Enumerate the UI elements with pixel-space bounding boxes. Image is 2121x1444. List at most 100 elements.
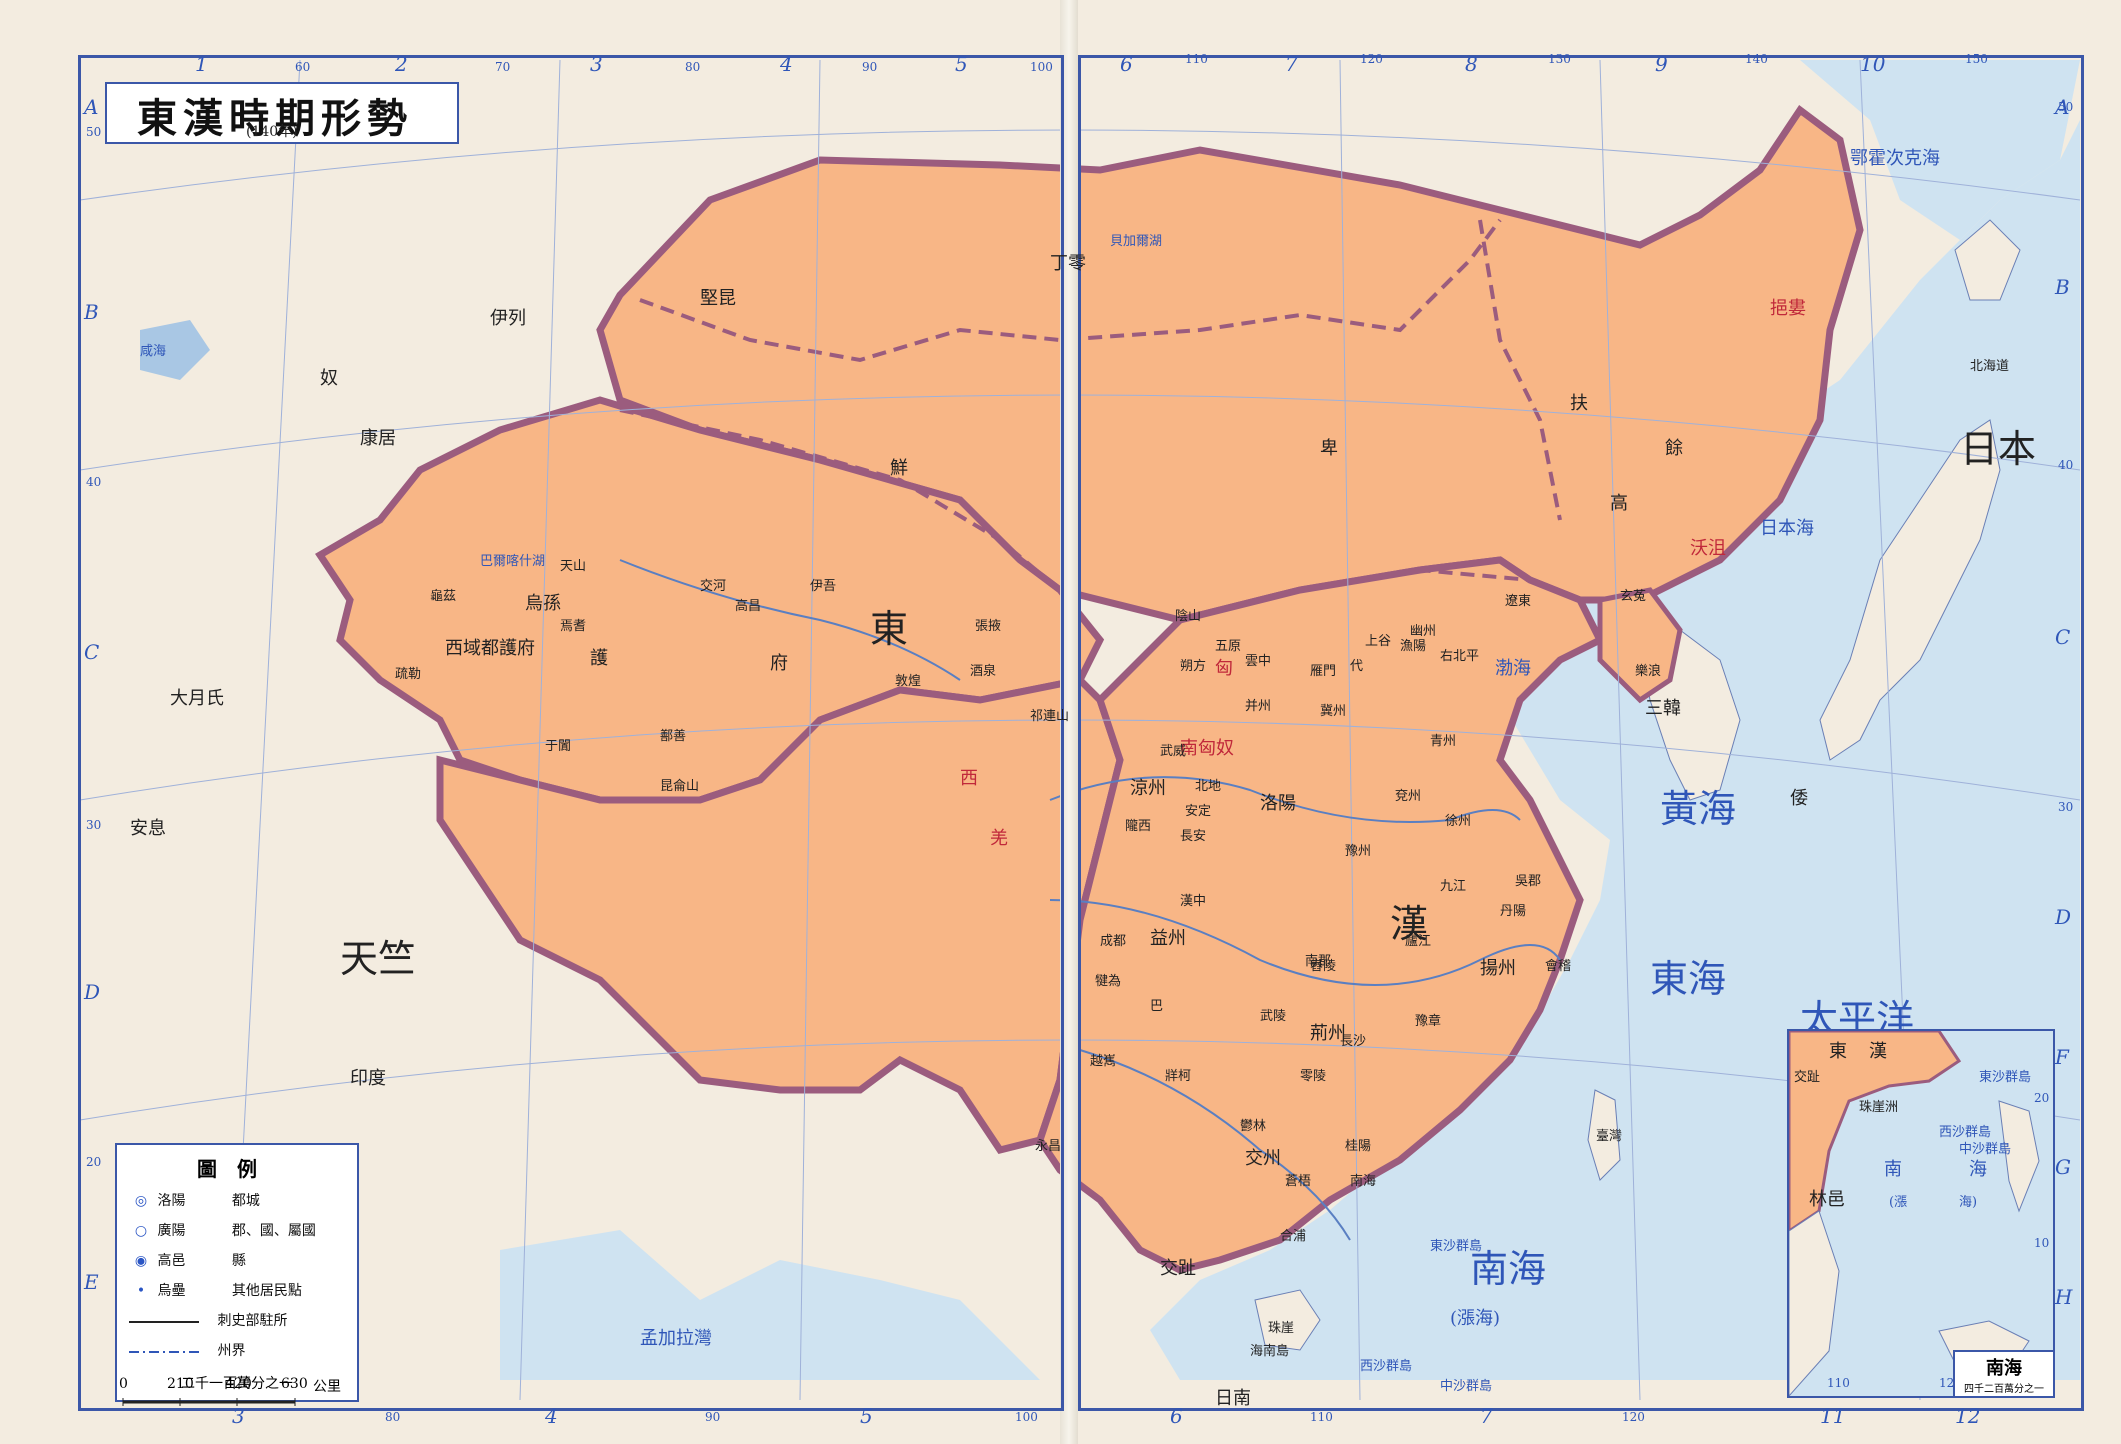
deg-label: 30 <box>2058 800 2074 814</box>
label-yanmen: 雁門 <box>1310 664 1337 679</box>
label-shanshan: 鄯善 <box>660 729 687 744</box>
label-donghai: 東海 <box>1650 957 1727 1001</box>
label-bingzhou: 并州 <box>1245 699 1272 714</box>
deg-label: 50 <box>86 125 102 139</box>
deg-label: 150 <box>1965 52 1988 66</box>
col-label: 6 <box>1120 52 1133 76</box>
label-jizhou: 冀州 <box>1320 704 1347 719</box>
label-qianwei: 犍為 <box>1095 974 1122 989</box>
deg-label: 120 <box>1360 52 1383 66</box>
label-xisha: 西沙群島 <box>1360 1359 1413 1374</box>
capital-symbol-icon: ◎ <box>134 1193 148 1209</box>
col-label: 7 <box>1480 1404 1493 1428</box>
label-liangzhou: 涼州 <box>1130 778 1166 799</box>
label-tianzhu: 天竺 <box>340 937 417 981</box>
label-jingzhou: 荊州 <box>1310 1023 1346 1044</box>
label-jiujiang: 九江 <box>1440 879 1467 894</box>
governor-seat-line-icon <box>129 1313 199 1329</box>
label-xianbei-1: 鮮 <box>890 458 908 479</box>
left-frame <box>78 55 1064 1411</box>
inset-deg: 10 <box>2034 1236 2050 1250</box>
label-wo: 倭 <box>1790 788 1808 809</box>
scale-tick: 210 <box>167 1376 194 1392</box>
label-jiaozhi: 交趾 <box>1160 1258 1196 1279</box>
legend-row: • 烏壘 其他居民點 <box>129 1280 302 1300</box>
label-yuzhang: 豫章 <box>1415 1014 1442 1029</box>
label-chengdu: 成都 <box>1100 934 1127 949</box>
label-dai: 代 <box>1350 659 1364 674</box>
col-label: 7 <box>1285 52 1298 76</box>
row-label: B <box>2055 275 2070 299</box>
label-hepu: 合浦 <box>1280 1229 1307 1244</box>
rivers <box>619 559 1561 1241</box>
label-hu: 護 <box>590 648 608 669</box>
label-nanjun: 南郡 <box>1305 954 1332 969</box>
label-shuofang: 朔方 <box>1180 659 1207 674</box>
label-xiqiang-2: 羌 <box>990 828 1008 849</box>
row-label: F <box>2055 1045 2069 1069</box>
label-fuyu-2: 餘 <box>1665 438 1683 459</box>
label-yinshan: 陰山 <box>1175 609 1202 624</box>
scale-ratio: 二千一百萬分之一 <box>181 1376 293 1392</box>
legend-row: 州界 <box>129 1340 245 1360</box>
label-beidi: 北地 <box>1195 779 1222 794</box>
label-nanxiongnu: 南匈奴 <box>1180 738 1234 759</box>
label-shule: 疏勒 <box>395 667 422 682</box>
inset-label-linyi: 林邑 <box>1809 1189 1845 1210</box>
label-changsha: 長沙 <box>1340 1034 1367 1049</box>
bay-of-bengal <box>500 1230 1040 1380</box>
label-xiongnu-1: 匈 <box>1215 658 1233 679</box>
label-danyang: 丹陽 <box>1500 904 1527 919</box>
inset-label-zhang-hai: 海) <box>1959 1195 1978 1210</box>
label-yilie: 伊列 <box>490 308 526 329</box>
deg-label: 80 <box>385 1410 401 1424</box>
deg-label: 50 <box>2058 100 2074 114</box>
label-liaodong: 遼東 <box>1505 594 1532 609</box>
label-changan: 長安 <box>1180 829 1207 844</box>
col-label: 11 <box>1820 1404 1846 1428</box>
legend-desc: 刺史部駐所 <box>217 1313 288 1329</box>
legend-desc: 縣 <box>231 1253 246 1269</box>
scale-tick: 0 <box>119 1376 128 1392</box>
legend-name: 廣陽 <box>157 1223 186 1239</box>
inset-label-dong: 東 <box>1829 1041 1847 1062</box>
title-box: 東漢時期形勢 <box>105 82 459 144</box>
row-label: A <box>84 95 99 119</box>
label-wujun: 吳郡 <box>1515 874 1542 889</box>
label-woji: 沃沮 <box>1690 538 1726 559</box>
legend-desc: 都城 <box>231 1193 260 1209</box>
label-yulin: 鬱林 <box>1240 1119 1267 1134</box>
deg-label: 100 <box>1015 1410 1038 1424</box>
label-xiyu: 西域都護府 <box>445 638 535 659</box>
deg-label: 130 <box>1548 52 1571 66</box>
label-guiyang: 桂陽 <box>1345 1139 1372 1154</box>
label-nanhai-alt: (漲海) <box>1450 1308 1501 1329</box>
col-label: 1 <box>195 52 208 76</box>
label-zhangye: 張掖 <box>975 619 1002 634</box>
row-label: H <box>2055 1285 2073 1309</box>
legend-row: 刺史部駐所 <box>129 1310 287 1330</box>
label-chongling: 舂陵 <box>1310 959 1337 974</box>
col-label: 4 <box>545 1404 558 1428</box>
label-anxi: 安息 <box>130 818 166 839</box>
label-jiankun: 堅昆 <box>700 288 736 309</box>
inset-canvas <box>1789 1031 2040 1396</box>
scale-unit: 公里 <box>313 1379 341 1395</box>
label-dayuezhi: 大月氏 <box>170 688 224 709</box>
label-sanhan: 三韓 <box>1645 698 1681 719</box>
legend-box: 圖例 ◎ 洛陽 都城 ○ 廣陽 郡、國、屬國 ◉ 高邑 縣 • 烏壘 其他居民點… <box>115 1143 359 1402</box>
inset-deg: 110 <box>1827 1376 1850 1390</box>
deg-label: 60 <box>295 60 311 74</box>
label-gaoli: 高 <box>1610 493 1628 514</box>
label-lingling: 零陵 <box>1300 1069 1327 1084</box>
japan-islands <box>1819 219 2021 761</box>
label-longxi: 隴西 <box>1125 819 1152 834</box>
label-zhongsha: 中沙群島 <box>1440 1379 1493 1394</box>
legend-desc: 郡、國、屬國 <box>231 1223 316 1239</box>
inset-label-zhang: (漲 <box>1889 1195 1908 1210</box>
label-rinan: 日南 <box>1215 1388 1251 1409</box>
label-fuyu-1: 扶 <box>1570 393 1588 414</box>
label-hainan: 海南島 <box>1250 1344 1290 1359</box>
label-kangju: 康居 <box>360 428 396 449</box>
inset-label-han: 漢 <box>1869 1041 1887 1062</box>
